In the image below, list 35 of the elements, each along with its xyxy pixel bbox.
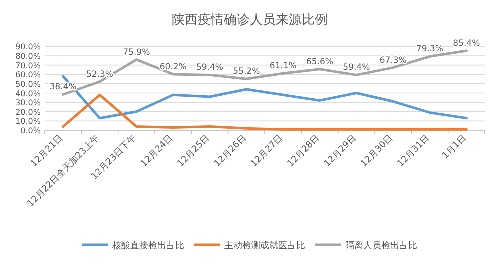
x-tick-label: 1月1日 <box>440 134 469 162</box>
chart-title: 陕西疫情确诊人员来源比例 <box>172 13 328 28</box>
data-label: 59.4% <box>196 63 224 74</box>
data-label: 61.1% <box>270 62 297 72</box>
y-tick-label: 50.0% <box>16 80 42 89</box>
legend-label: 隔离人员检出占比 <box>346 240 418 252</box>
y-tick-label: 20.0% <box>16 108 42 117</box>
y-tick-label: 90.0% <box>16 42 42 52</box>
data-label: 60.2% <box>160 62 187 72</box>
legend-label: 核酸直接检出占比 <box>112 240 184 252</box>
y-tick-label: 40.0% <box>16 89 42 98</box>
y-tick-label: 70.0% <box>16 61 42 70</box>
data-label: 85.4% <box>453 38 480 49</box>
data-label: 59.4% <box>343 63 370 74</box>
data-label: 65.6% <box>306 57 334 68</box>
legend-label: 主动检测或就医占比 <box>224 240 306 252</box>
line-series <box>62 94 468 131</box>
y-tick-label: 10.0% <box>16 117 42 126</box>
x-tick-label: 12月29日 <box>322 134 359 170</box>
x-tick-label: 12月24日 <box>139 134 176 170</box>
data-label: 67.3% <box>380 56 407 66</box>
y-tick-label: 0.0% <box>20 126 42 136</box>
data-label: 55.2% <box>233 67 260 78</box>
x-tick-label: 12月31日 <box>396 134 432 170</box>
x-tick-label: 12月28日 <box>286 134 322 170</box>
data-label: 52.3% <box>86 70 114 80</box>
y-tick-label: 30.0% <box>16 98 42 108</box>
x-tick-label: 12月27日 <box>249 134 286 170</box>
data-label: 75.9% <box>123 48 150 58</box>
x-tick-label: 12月30日 <box>359 134 396 170</box>
x-tick-label: 12月26日 <box>212 134 249 170</box>
y-tick-label: 80.0% <box>16 52 42 62</box>
y-tick-label: 60.0% <box>16 70 42 80</box>
data-label: 79.3% <box>416 44 444 55</box>
x-tick-label: 12月25日 <box>176 134 212 170</box>
